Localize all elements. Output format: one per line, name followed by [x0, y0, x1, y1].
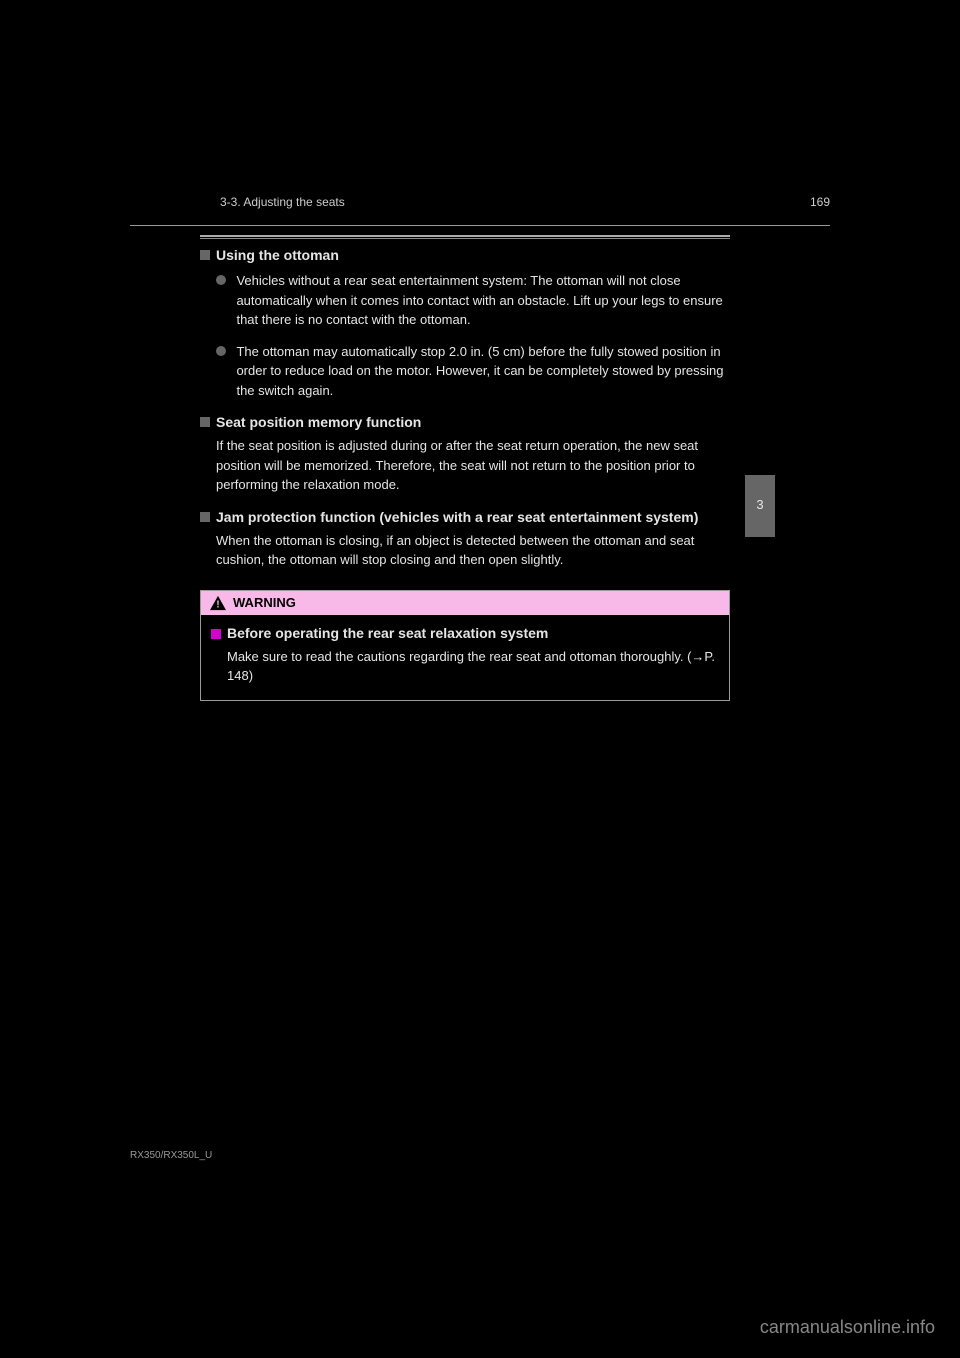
warning-section-title-text: Before operating the rear seat relaxatio… [227, 625, 548, 641]
section-body-text: If the seat position is adjusted during … [216, 436, 730, 495]
square-bullet-icon [200, 250, 210, 260]
section-title-text: Jam protection function (vehicles with a… [216, 509, 698, 525]
square-bullet-icon [200, 417, 210, 427]
warning-square-bullet-icon [211, 629, 221, 639]
section-body-text: When the ottoman is closing, if an objec… [216, 531, 730, 570]
warning-triangle-icon: ! [209, 595, 227, 611]
round-bullet-icon [216, 346, 226, 356]
bullet-item: Vehicles without a rear seat entertainme… [216, 271, 730, 330]
chapter-side-tab: 3 Operation of each component [745, 475, 775, 537]
section-title-jam: Jam protection function (vehicles with a… [200, 509, 730, 525]
imprint-code: RX350/RX350L_U [130, 1150, 212, 1161]
breadcrumb: 3-3. Adjusting the seats [220, 195, 345, 209]
warning-header-label: WARNING [233, 595, 296, 610]
round-bullet-icon [216, 275, 226, 285]
content-area: Using the ottoman Vehicles without a rea… [200, 235, 730, 701]
bullet-text: The ottoman may automatically stop 2.0 i… [236, 342, 728, 401]
warning-box: ! WARNING Before operating the rear seat… [200, 590, 730, 701]
square-bullet-icon [200, 512, 210, 522]
svg-text:!: ! [216, 599, 219, 610]
section-title-text: Using the ottoman [216, 247, 339, 263]
watermark: carmanualsonline.info [760, 1317, 935, 1338]
page-number: 169 [810, 195, 830, 209]
section-title-ottoman: Using the ottoman [200, 247, 730, 263]
bullet-text: Vehicles without a rear seat entertainme… [236, 271, 728, 330]
content-top-rule [200, 235, 730, 239]
section-title-memory: Seat position memory function [200, 414, 730, 430]
warning-body: Before operating the rear seat relaxatio… [201, 615, 729, 700]
warning-header: ! WARNING [201, 591, 729, 615]
bullet-item: The ottoman may automatically stop 2.0 i… [216, 342, 730, 401]
header-rule [130, 225, 830, 226]
side-tab-number: 3 [756, 497, 763, 512]
section-title-text: Seat position memory function [216, 414, 421, 430]
warning-body-text: Make sure to read the cautions regarding… [227, 647, 719, 686]
warning-section-title: Before operating the rear seat relaxatio… [211, 625, 719, 641]
